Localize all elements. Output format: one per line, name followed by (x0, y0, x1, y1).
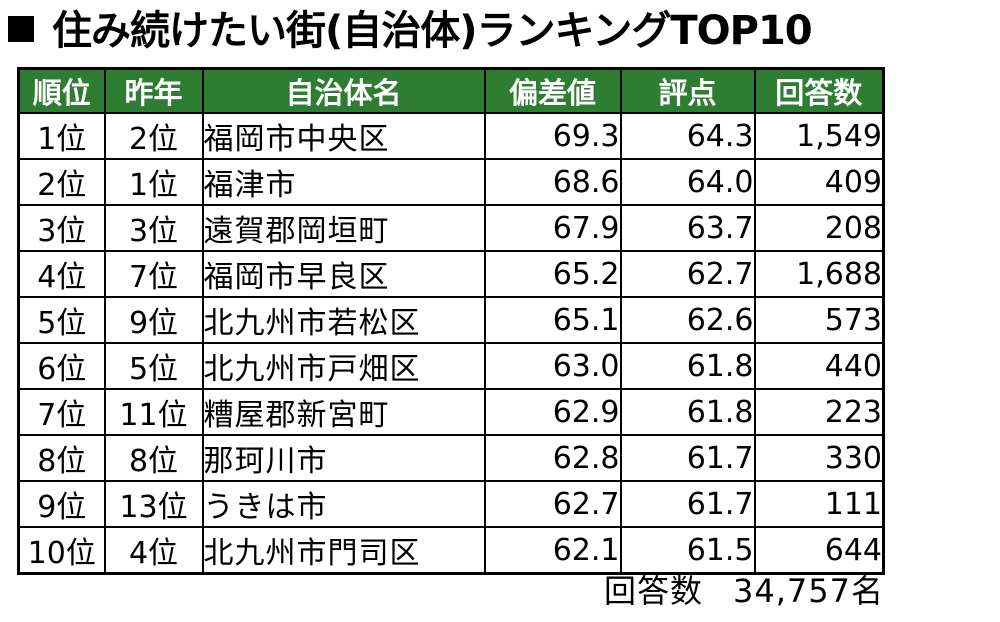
cell-prev-year: 3位 (103, 204, 204, 252)
table-row: 9位 13位 うきは市 62.7 61.7 111 (17, 480, 885, 528)
cell-rank: 1位 (17, 112, 106, 160)
table-row: 7位 11位 糟屋郡新宮町 62.9 61.8 223 (17, 388, 885, 436)
cell-score: 63.7 (619, 204, 756, 252)
cell-score: 61.7 (619, 480, 756, 528)
page-title: 住み続けたい街(自治体)ランキングTOP10 (8, 2, 813, 60)
table-row: 3位 3位 遠賀郡岡垣町 67.9 63.7 208 (17, 204, 885, 252)
header-prev-year: 昨年 (103, 67, 204, 114)
cell-response-count: 330 (753, 434, 885, 482)
total-responses: 回答数 34,757名 (604, 566, 884, 612)
cell-deviation: 63.0 (483, 342, 622, 390)
header-response-count: 回答数 (753, 67, 885, 114)
header-municipality: 自治体名 (201, 67, 486, 114)
header-score: 評点 (619, 67, 756, 114)
cell-deviation: 62.9 (483, 388, 622, 436)
cell-rank: 10位 (17, 526, 106, 575)
cell-score: 62.7 (619, 250, 756, 298)
table-header: 順位 昨年 自治体名 偏差値 評点 回答数 (17, 67, 885, 114)
cell-municipality: 北九州市戸畑区 (201, 342, 486, 390)
cell-deviation: 62.7 (483, 480, 622, 528)
cell-response-count: 573 (753, 296, 885, 344)
cell-municipality: 北九州市門司区 (201, 526, 486, 575)
cell-rank: 7位 (17, 388, 106, 436)
table-row: 5位 9位 北九州市若松区 65.1 62.6 573 (17, 296, 885, 344)
cell-rank: 4位 (17, 250, 106, 298)
cell-municipality: うきは市 (201, 480, 486, 528)
cell-rank: 2位 (17, 158, 106, 206)
cell-score: 64.3 (619, 112, 756, 160)
total-responses-label: 回答数 (604, 572, 704, 610)
cell-rank: 8位 (17, 434, 106, 482)
cell-prev-year: 9位 (103, 296, 204, 344)
cell-municipality: 福岡市中央区 (201, 112, 486, 160)
cell-prev-year: 13位 (103, 480, 204, 528)
cell-prev-year: 11位 (103, 388, 204, 436)
cell-deviation: 65.2 (483, 250, 622, 298)
cell-municipality: 福津市 (201, 158, 486, 206)
cell-deviation: 69.3 (483, 112, 622, 160)
cell-response-count: 1,688 (753, 250, 885, 298)
page-title-text: 住み続けたい街(自治体)ランキングTOP10 (52, 8, 813, 54)
table-row: 4位 7位 福岡市早良区 65.2 62.7 1,688 (17, 250, 885, 298)
cell-prev-year: 7位 (103, 250, 204, 298)
cell-prev-year: 1位 (103, 158, 204, 206)
square-bullet-icon (8, 16, 34, 42)
cell-deviation: 65.1 (483, 296, 622, 344)
table-row: 2位 1位 福津市 68.6 64.0 409 (17, 158, 885, 206)
cell-prev-year: 2位 (103, 112, 204, 160)
cell-rank: 3位 (17, 204, 106, 252)
cell-deviation: 67.9 (483, 204, 622, 252)
table-row: 6位 5位 北九州市戸畑区 63.0 61.8 440 (17, 342, 885, 390)
cell-municipality: 福岡市早良区 (201, 250, 486, 298)
ranking-table: 順位 昨年 自治体名 偏差値 評点 回答数 1位 2位 福岡市中央区 69.3 … (17, 67, 885, 575)
cell-response-count: 223 (753, 388, 885, 436)
cell-rank: 9位 (17, 480, 106, 528)
table-body: 1位 2位 福岡市中央区 69.3 64.3 1,549 2位 1位 福津市 6… (17, 112, 885, 575)
cell-score: 61.5 (619, 526, 756, 575)
cell-municipality: 那珂川市 (201, 434, 486, 482)
cell-municipality: 遠賀郡岡垣町 (201, 204, 486, 252)
table-header-row: 順位 昨年 自治体名 偏差値 評点 回答数 (17, 67, 885, 114)
header-deviation: 偏差値 (483, 67, 622, 114)
cell-rank: 6位 (17, 342, 106, 390)
table-row: 10位 4位 北九州市門司区 62.1 61.5 644 (17, 526, 885, 575)
cell-rank: 5位 (17, 296, 106, 344)
table-row: 1位 2位 福岡市中央区 69.3 64.3 1,549 (17, 112, 885, 160)
total-responses-value: 34,757名 (733, 572, 884, 610)
cell-municipality: 北九州市若松区 (201, 296, 486, 344)
cell-score: 64.0 (619, 158, 756, 206)
cell-score: 61.8 (619, 388, 756, 436)
cell-deviation: 62.8 (483, 434, 622, 482)
cell-response-count: 440 (753, 342, 885, 390)
cell-deviation: 68.6 (483, 158, 622, 206)
cell-deviation: 62.1 (483, 526, 622, 575)
cell-response-count: 409 (753, 158, 885, 206)
cell-response-count: 1,549 (753, 112, 885, 160)
cell-municipality: 糟屋郡新宮町 (201, 388, 486, 436)
table-row: 8位 8位 那珂川市 62.8 61.7 330 (17, 434, 885, 482)
cell-prev-year: 5位 (103, 342, 204, 390)
cell-response-count: 644 (753, 526, 885, 575)
cell-score: 62.6 (619, 296, 756, 344)
cell-prev-year: 8位 (103, 434, 204, 482)
header-rank: 順位 (17, 67, 106, 114)
cell-score: 61.7 (619, 434, 756, 482)
cell-response-count: 111 (753, 480, 885, 528)
cell-prev-year: 4位 (103, 526, 204, 575)
cell-score: 61.8 (619, 342, 756, 390)
cell-response-count: 208 (753, 204, 885, 252)
